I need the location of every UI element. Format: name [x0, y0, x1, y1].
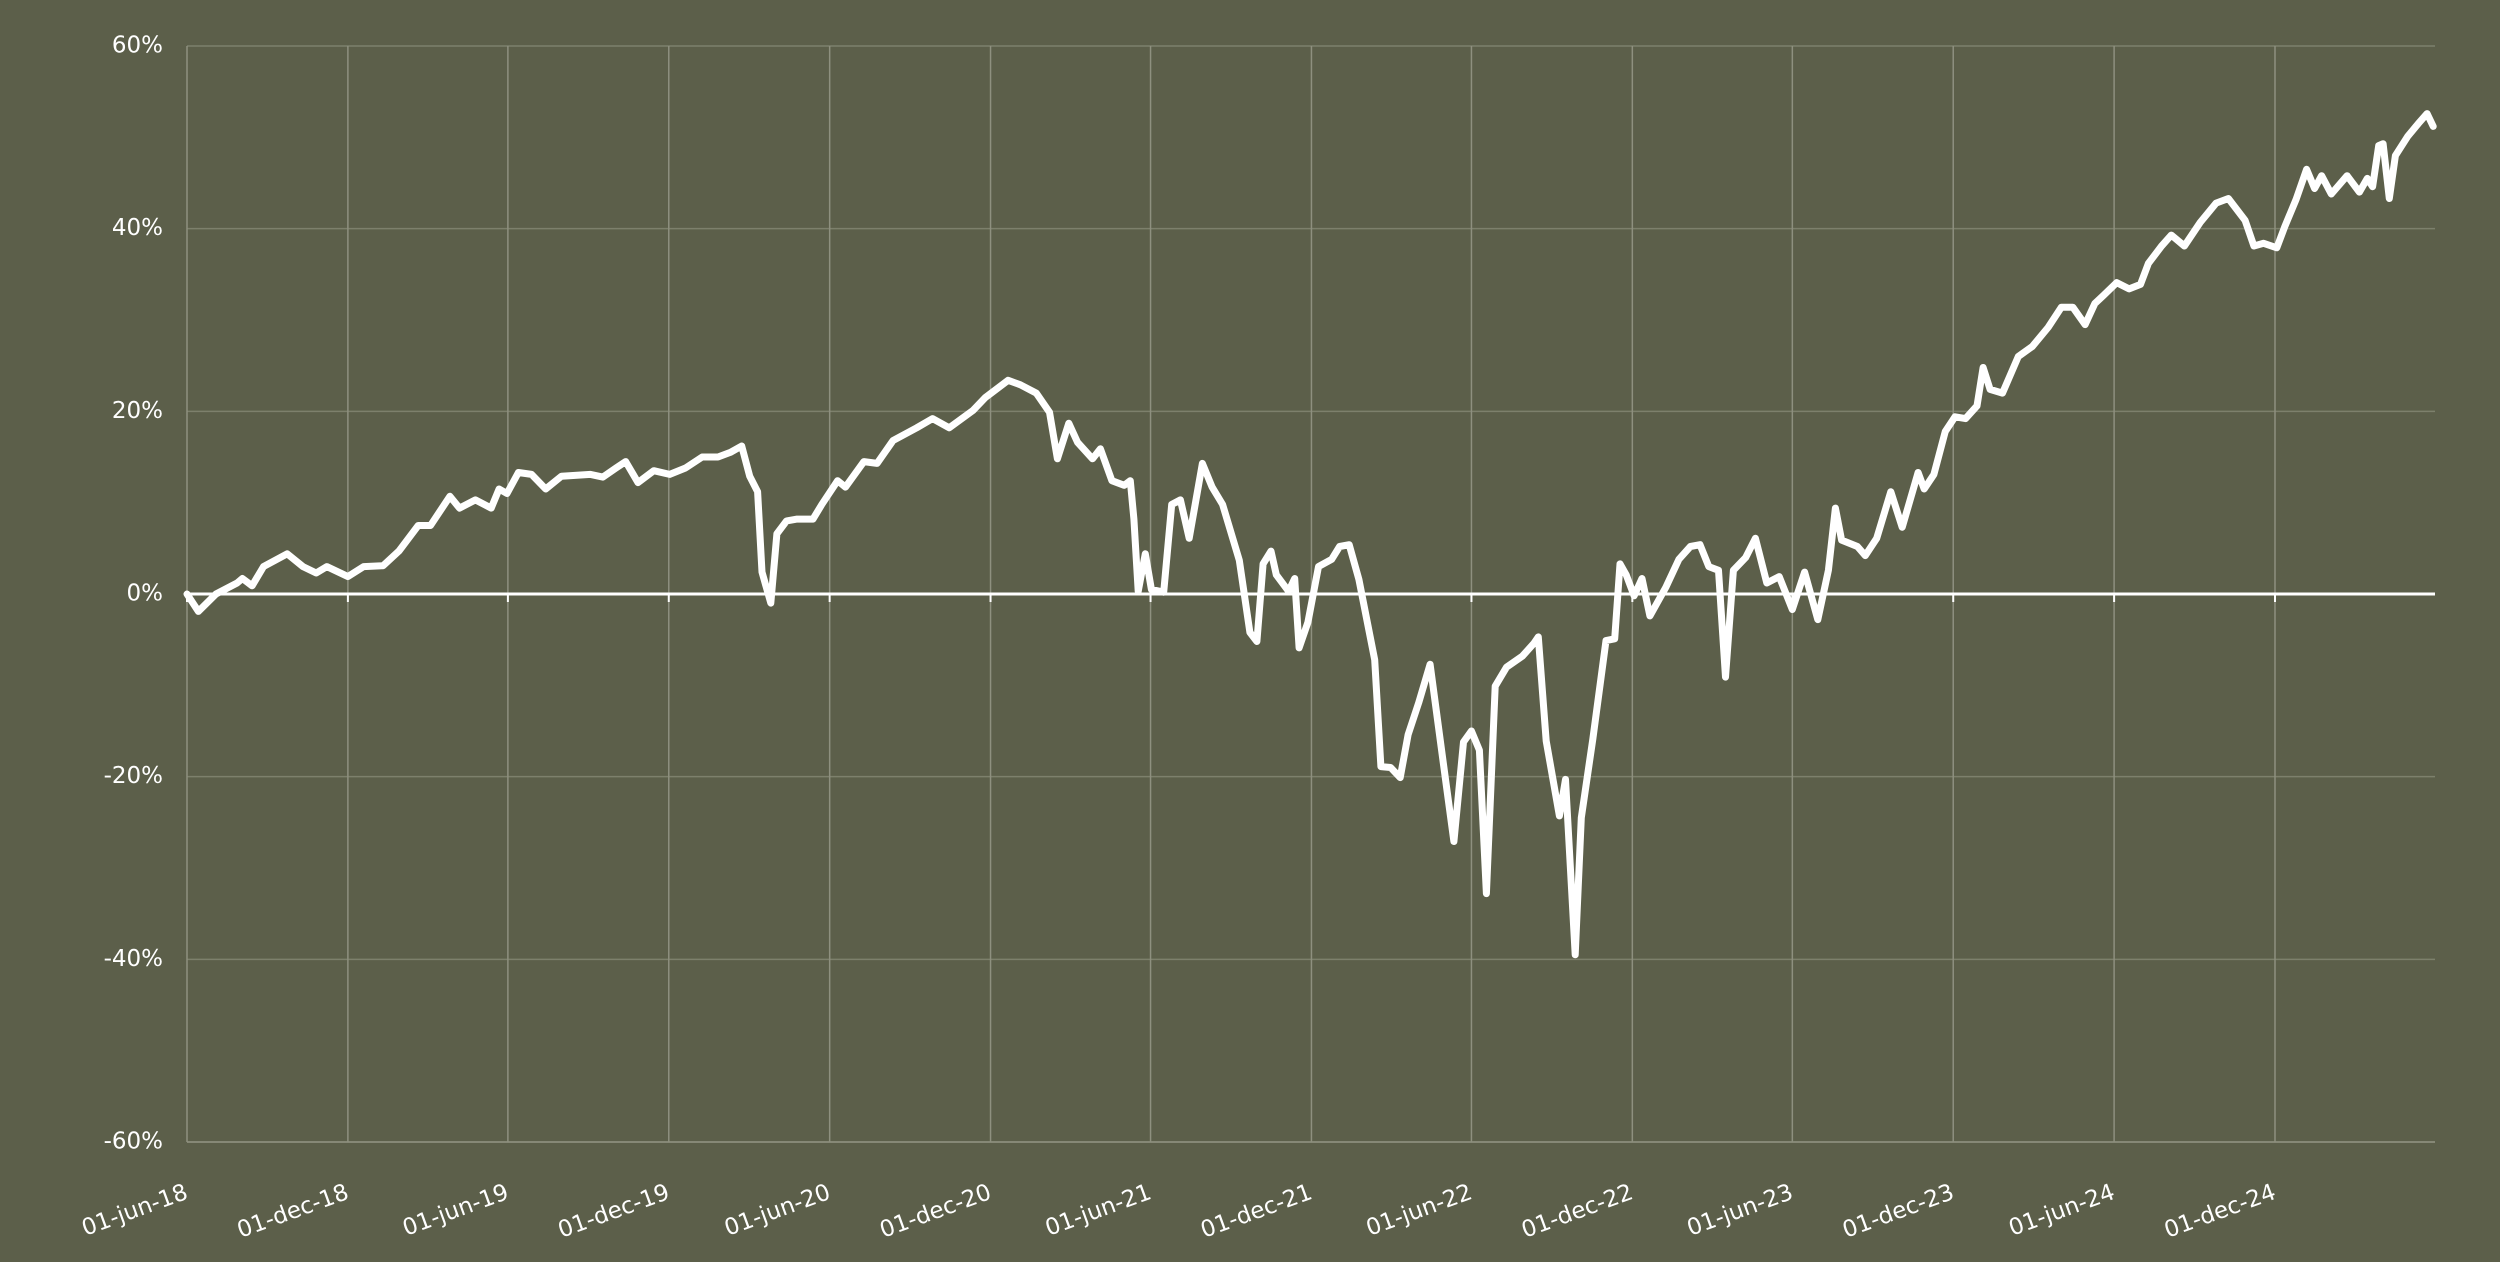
y-tick-label: 60% [112, 33, 163, 59]
y-tick-label: -60% [104, 1129, 163, 1155]
y-tick-label: 0% [127, 581, 164, 607]
y-tick-label: 20% [112, 398, 163, 424]
y-tick-label: -20% [104, 763, 163, 789]
data-line [183, 110, 2437, 959]
y-tick-label: 40% [112, 215, 163, 241]
y-tick-label: -40% [104, 946, 163, 972]
